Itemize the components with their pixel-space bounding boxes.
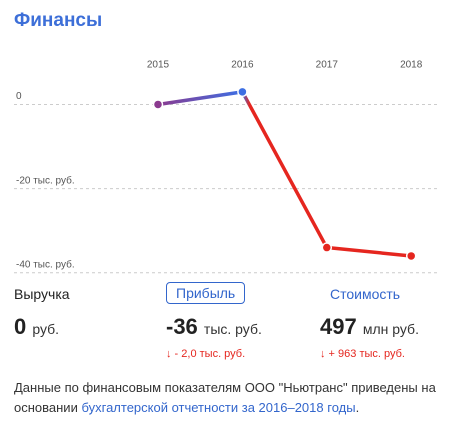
metric-tab[interactable]: Прибыль	[166, 282, 246, 304]
x-tick-label: 2017	[316, 60, 339, 71]
link[interactable]: бухгалтерской отчетности за 2016–2018 го…	[81, 400, 356, 415]
unit: тыс. руб.	[203, 321, 262, 337]
metric-label: Выручка	[14, 286, 70, 302]
value: -36	[166, 314, 198, 339]
metric-value: 0 руб.	[14, 314, 59, 340]
x-tick-label: 2015	[147, 60, 170, 71]
footer: Данные по финансовым показателям ООО "Нь…	[14, 378, 454, 418]
x-tick-label: 2016	[231, 60, 254, 71]
footer-end: .	[355, 400, 360, 415]
unit: млн руб.	[362, 321, 419, 337]
metric-change: ↓ - 2,0 тыс. руб.	[166, 348, 246, 360]
y-tick-label: 0	[16, 91, 22, 102]
y-tick-label: -20 тыс. руб.	[16, 174, 75, 186]
unit: руб.	[32, 321, 60, 337]
x-tick-label: 2018	[400, 60, 423, 71]
value: 0	[14, 314, 27, 339]
line	[157, 90, 412, 258]
title: Финансы	[14, 10, 103, 31]
point	[237, 86, 248, 98]
point	[321, 242, 333, 253]
metric-value: 497 млн руб.	[320, 314, 419, 340]
point	[405, 250, 417, 262]
footer-text: Данные по финансовым показателям ООО "Нь…	[14, 380, 436, 415]
value: 497	[320, 314, 357, 339]
metric-value: -36 тыс. руб.	[166, 314, 262, 340]
point	[152, 99, 164, 110]
y-tick-label: -40 тыс. руб.	[16, 258, 75, 270]
metric-tab[interactable]: Стоимость	[330, 286, 401, 302]
chart: 0 -20 тыс. руб. -40 тыс. руб. 2015 2016 2017 2…	[14, 60, 440, 274]
metric-change: ↓ + 963 тыс. руб.	[320, 348, 405, 360]
